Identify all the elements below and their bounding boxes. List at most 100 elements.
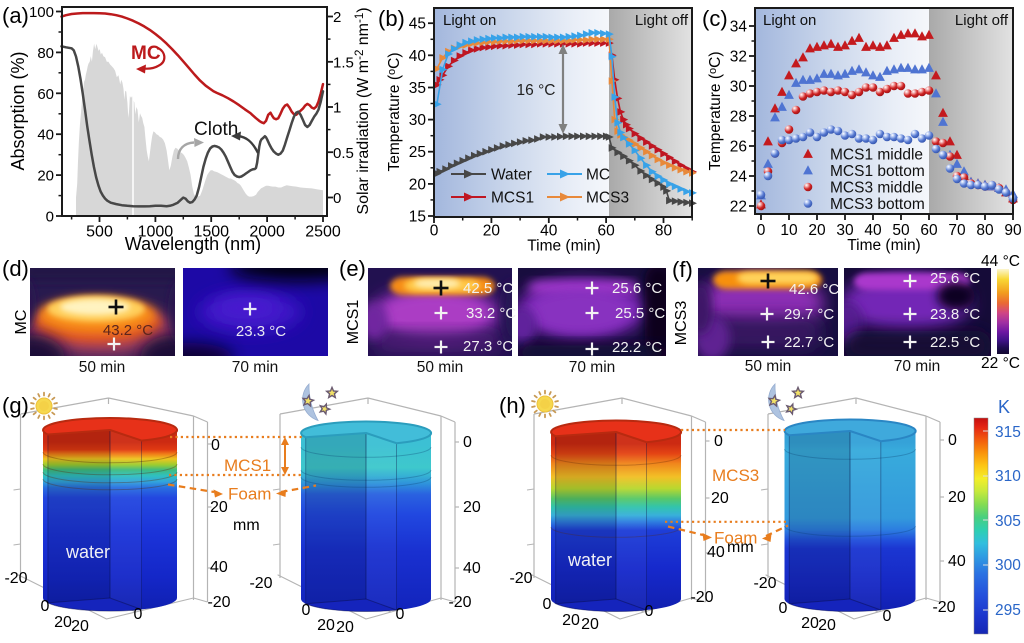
svg-text:40: 40 [463,560,481,577]
svg-text:Solar irradiation (W m-2 nm-1): Solar irradiation (W m-2 nm-1) [354,7,372,214]
svg-text:0: 0 [463,434,472,451]
svg-text:50 min: 50 min [417,359,464,376]
svg-text:Time (min): Time (min) [847,237,920,254]
svg-text:Cloth: Cloth [194,119,238,140]
svg-text:15: 15 [409,209,426,226]
svg-text:MCS1: MCS1 [491,190,534,207]
svg-text:43.2 °C: 43.2 °C [103,322,153,339]
svg-text:20: 20 [711,490,729,507]
svg-text:40: 40 [210,559,228,576]
svg-text:25.6 °C: 25.6 °C [612,280,662,297]
svg-text:22.5 °C: 22.5 °C [930,334,980,351]
svg-text:20: 20 [801,615,819,632]
svg-text:60: 60 [598,223,616,240]
svg-text:0: 0 [430,223,439,240]
svg-text:0: 0 [41,598,50,615]
svg-text:40: 40 [409,48,427,65]
svg-text:70: 70 [948,222,966,239]
svg-text:-20: -20 [753,575,776,592]
svg-text:0: 0 [333,190,341,207]
svg-text:80: 80 [655,223,673,240]
svg-text:20: 20 [808,222,826,239]
svg-text:27.3 °C: 27.3 °C [463,338,513,355]
svg-text:60: 60 [920,222,938,239]
svg-text:23.3 °C: 23.3 °C [236,323,286,340]
svg-text:22.7 °C: 22.7 °C [784,334,834,351]
svg-text:-20: -20 [249,575,272,592]
svg-text:MCS1: MCS1 [345,300,362,345]
svg-text:40: 40 [540,223,558,240]
svg-text:Temperature (oC): Temperature (oC) [386,53,403,172]
svg-text:20: 20 [317,617,335,634]
svg-text:Foam: Foam [714,529,757,548]
svg-text:305: 305 [995,513,1021,530]
svg-text:0: 0 [543,596,552,613]
svg-text:0: 0 [211,437,220,454]
svg-text:70 min: 70 min [894,358,941,375]
svg-text:20: 20 [581,616,599,633]
svg-text:20: 20 [409,176,427,193]
svg-text:0.5: 0.5 [333,145,354,162]
svg-text:40: 40 [948,553,966,570]
svg-text:29.7 °C: 29.7 °C [784,306,834,323]
svg-text:45: 45 [409,16,426,33]
svg-text:70 min: 70 min [232,359,279,376]
svg-text:35: 35 [409,80,426,97]
svg-text:mm: mm [727,539,754,556]
svg-text:22.2 °C: 22.2 °C [612,339,662,356]
svg-text:Light on: Light on [443,12,496,29]
svg-text:50 min: 50 min [79,359,126,376]
svg-text:-20: -20 [690,589,713,606]
svg-text:22: 22 [730,199,747,216]
svg-text:MCS3 middle: MCS3 middle [830,180,923,197]
svg-text:-20: -20 [509,570,532,587]
svg-text:310: 310 [995,468,1021,485]
svg-text:40: 40 [707,544,725,561]
svg-text:MCS1: MCS1 [224,456,271,475]
svg-text:(c): (c) [702,6,728,31]
svg-text:20: 20 [562,612,580,629]
svg-text:MCS3: MCS3 [712,466,759,485]
svg-text:20: 20 [37,168,54,185]
svg-text:(g): (g) [2,393,29,418]
svg-text:500: 500 [86,224,113,241]
svg-text:Temperature (oC): Temperature (oC) [707,52,724,171]
svg-text:-20: -20 [207,594,230,611]
svg-text:25: 25 [409,144,426,161]
svg-text:Foam: Foam [228,485,271,504]
svg-text:50 min: 50 min [745,358,792,375]
svg-text:Water: Water [491,167,532,184]
svg-text:0: 0 [134,606,143,623]
svg-text:water: water [65,542,110,562]
svg-text:22 °C: 22 °C [981,355,1020,372]
svg-text:20: 20 [71,618,89,635]
svg-text:MCS3: MCS3 [586,190,629,207]
svg-text:2000: 2000 [249,224,285,241]
svg-text:0: 0 [948,432,957,449]
svg-text:0: 0 [714,433,723,450]
svg-text:20: 20 [948,489,966,506]
svg-text:44 °C: 44 °C [981,253,1020,270]
svg-text:42.6 °C: 42.6 °C [789,281,839,298]
svg-text:10: 10 [780,222,798,239]
svg-text:0: 0 [46,209,54,226]
svg-text:0: 0 [396,606,405,623]
svg-text:mm: mm [233,517,260,534]
svg-text:1500: 1500 [193,224,229,241]
svg-text:40: 40 [37,127,54,144]
svg-text:42.5 °C: 42.5 °C [463,280,513,297]
svg-text:0: 0 [645,603,654,620]
svg-text:90: 90 [1004,222,1022,239]
svg-text:60: 60 [37,86,54,103]
svg-text:20: 20 [463,499,481,516]
svg-text:MCS3: MCS3 [673,301,690,346]
svg-text:20: 20 [54,614,72,631]
svg-text:(a): (a) [2,3,29,28]
svg-text:20: 20 [818,617,836,634]
svg-text:Time (min): Time (min) [527,238,600,255]
svg-text:80: 80 [37,45,54,62]
svg-text:MCS1 bottom: MCS1 bottom [830,163,925,180]
svg-text:30: 30 [836,222,854,239]
svg-text:Light off: Light off [635,12,689,29]
svg-text:(e): (e) [339,256,366,281]
